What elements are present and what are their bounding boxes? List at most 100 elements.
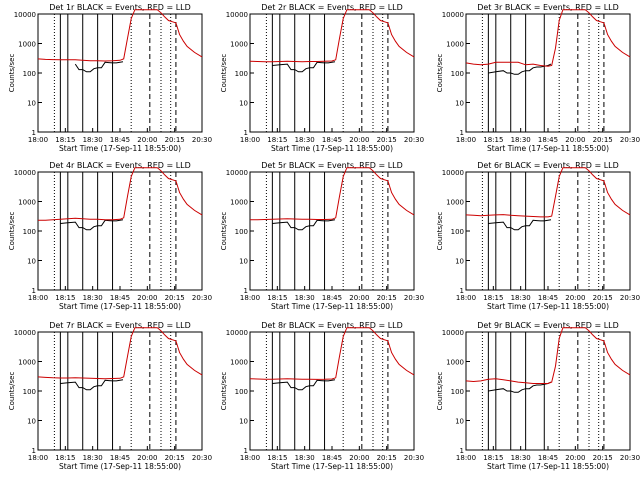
panel-det-4: Det 4r BLACK = Events, RED = LLD 10000 100… <box>8 161 212 311</box>
panel-det-9: Det 9r BLACK = Events, RED = LLD 10000 100… <box>436 321 640 471</box>
x-tick-label: 18:00 <box>28 294 48 302</box>
y-tick-label: 100 <box>451 228 464 236</box>
x-tick-label: 18:00 <box>240 294 260 302</box>
x-tick-label: 20:30 <box>404 294 424 302</box>
y-tick-label: 1 <box>244 447 248 455</box>
x-tick-label: 18:45 <box>322 294 342 302</box>
x-tick-label: 18:30 <box>83 294 103 302</box>
x-tick-label: 20:30 <box>620 136 640 144</box>
x-tick-label: 18:00 <box>240 136 260 144</box>
lld-line <box>37 9 203 62</box>
x-tick-label: 20:15 <box>377 294 397 302</box>
x-tick-label: 18:00 <box>28 454 48 462</box>
x-tick-label: 18:15 <box>483 136 503 144</box>
x-tick-label: 18:00 <box>240 454 260 462</box>
y-axis-label: Counts/sec <box>436 54 444 93</box>
y-tick-label: 100 <box>235 70 248 78</box>
x-tick-label: 20:15 <box>593 294 613 302</box>
events-line <box>74 61 124 73</box>
x-axis-label: Start Time (17-Sep-11 18:55:00) <box>487 462 609 471</box>
y-tick-label: 1000 <box>230 359 248 367</box>
x-tick-label: 18:45 <box>538 136 558 144</box>
x-tick-label: 20:30 <box>192 136 212 144</box>
x-axis-label: Start Time (17-Sep-11 18:55:00) <box>59 462 181 471</box>
events-line <box>488 63 552 75</box>
panel-title: Det 2r BLACK = Events, RED = LLD <box>261 3 403 12</box>
y-tick-label: 10 <box>239 258 248 266</box>
y-tick-label: 1 <box>32 129 36 137</box>
y-tick-label: 1 <box>460 287 464 295</box>
x-tick-label: 18:00 <box>456 294 476 302</box>
lld-line <box>37 327 203 380</box>
events-line <box>272 379 336 391</box>
panel-title: Det 5r BLACK = Events, RED = LLD <box>261 161 403 170</box>
x-tick-label: 18:15 <box>267 294 287 302</box>
x-tick-label: 18:15 <box>483 294 503 302</box>
lld-line <box>465 9 631 67</box>
plot-frame <box>249 13 415 133</box>
x-tick-label: 20:00 <box>349 294 369 302</box>
x-tick-label: 20:15 <box>165 136 185 144</box>
y-tick-label: 10 <box>27 100 36 108</box>
y-tick-label: 1 <box>460 447 464 455</box>
x-tick-label: 18:30 <box>295 294 315 302</box>
events-line <box>488 219 552 231</box>
panel-title: Det 8r BLACK = Events, RED = LLD <box>261 321 403 330</box>
y-tick-label: 1 <box>32 287 36 295</box>
y-axis-label: Counts/sec <box>8 54 16 93</box>
y-tick-label: 10000 <box>442 11 464 19</box>
panel-det-1: Det 1r BLACK = Events, RED = LLD 10000 100… <box>8 3 212 153</box>
x-tick-label: 20:15 <box>377 454 397 462</box>
panel-title: Det 1r BLACK = Events, RED = LLD <box>49 3 191 12</box>
y-tick-label: 100 <box>451 388 464 396</box>
events-line <box>272 61 336 73</box>
y-tick-label: 100 <box>235 228 248 236</box>
y-tick-label: 1000 <box>446 359 464 367</box>
y-tick-label: 10000 <box>226 11 248 19</box>
y-axis-label: Counts/sec <box>8 372 16 411</box>
x-axis-label: Start Time (17-Sep-11 18:55:00) <box>59 302 181 311</box>
x-tick-label: 18:15 <box>55 294 75 302</box>
y-tick-label: 1 <box>460 129 464 137</box>
y-axis-label: Counts/sec <box>220 54 228 93</box>
x-tick-label: 18:30 <box>83 136 103 144</box>
y-tick-label: 1 <box>32 447 36 455</box>
y-tick-label: 10000 <box>14 329 36 337</box>
x-axis-label: Start Time (17-Sep-11 18:55:00) <box>271 302 393 311</box>
x-tick-label: 18:45 <box>110 136 130 144</box>
x-tick-label: 20:00 <box>137 294 157 302</box>
lld-line <box>249 9 415 63</box>
x-tick-label: 20:30 <box>404 454 424 462</box>
events-line <box>60 219 124 231</box>
y-tick-label: 10000 <box>226 169 248 177</box>
y-axis-label: Counts/sec <box>220 372 228 411</box>
lld-line <box>465 167 631 218</box>
panel-det-3: Det 3r BLACK = Events, RED = LLD 10000 100… <box>436 3 640 153</box>
x-tick-label: 18:45 <box>110 294 130 302</box>
y-tick-label: 1000 <box>18 199 36 207</box>
x-tick-label: 20:00 <box>349 136 369 144</box>
x-tick-label: 20:30 <box>192 294 212 302</box>
panel-title: Det 7r BLACK = Events, RED = LLD <box>49 321 191 330</box>
x-axis-label: Start Time (17-Sep-11 18:55:00) <box>487 144 609 153</box>
y-tick-label: 10000 <box>442 169 464 177</box>
panel-det-7: Det 7r BLACK = Events, RED = LLD 10000 100… <box>8 321 212 471</box>
x-axis-label: Start Time (17-Sep-11 18:55:00) <box>271 144 393 153</box>
y-tick-label: 1000 <box>446 41 464 49</box>
x-tick-label: 18:45 <box>322 136 342 144</box>
x-tick-label: 20:00 <box>565 136 585 144</box>
y-tick-label: 100 <box>23 388 36 396</box>
y-tick-label: 100 <box>451 70 464 78</box>
x-axis-label: Start Time (17-Sep-11 18:55:00) <box>487 302 609 311</box>
panel-title: Det 6r BLACK = Events, RED = LLD <box>477 161 619 170</box>
x-tick-label: 18:00 <box>28 136 48 144</box>
x-tick-label: 20:15 <box>593 454 613 462</box>
x-tick-label: 18:45 <box>538 454 558 462</box>
x-tick-label: 20:15 <box>377 136 397 144</box>
x-tick-label: 20:00 <box>349 454 369 462</box>
y-axis-label: Counts/sec <box>220 212 228 251</box>
y-tick-label: 10000 <box>442 329 464 337</box>
y-axis-label: Counts/sec <box>436 212 444 251</box>
y-tick-label: 100 <box>235 388 248 396</box>
